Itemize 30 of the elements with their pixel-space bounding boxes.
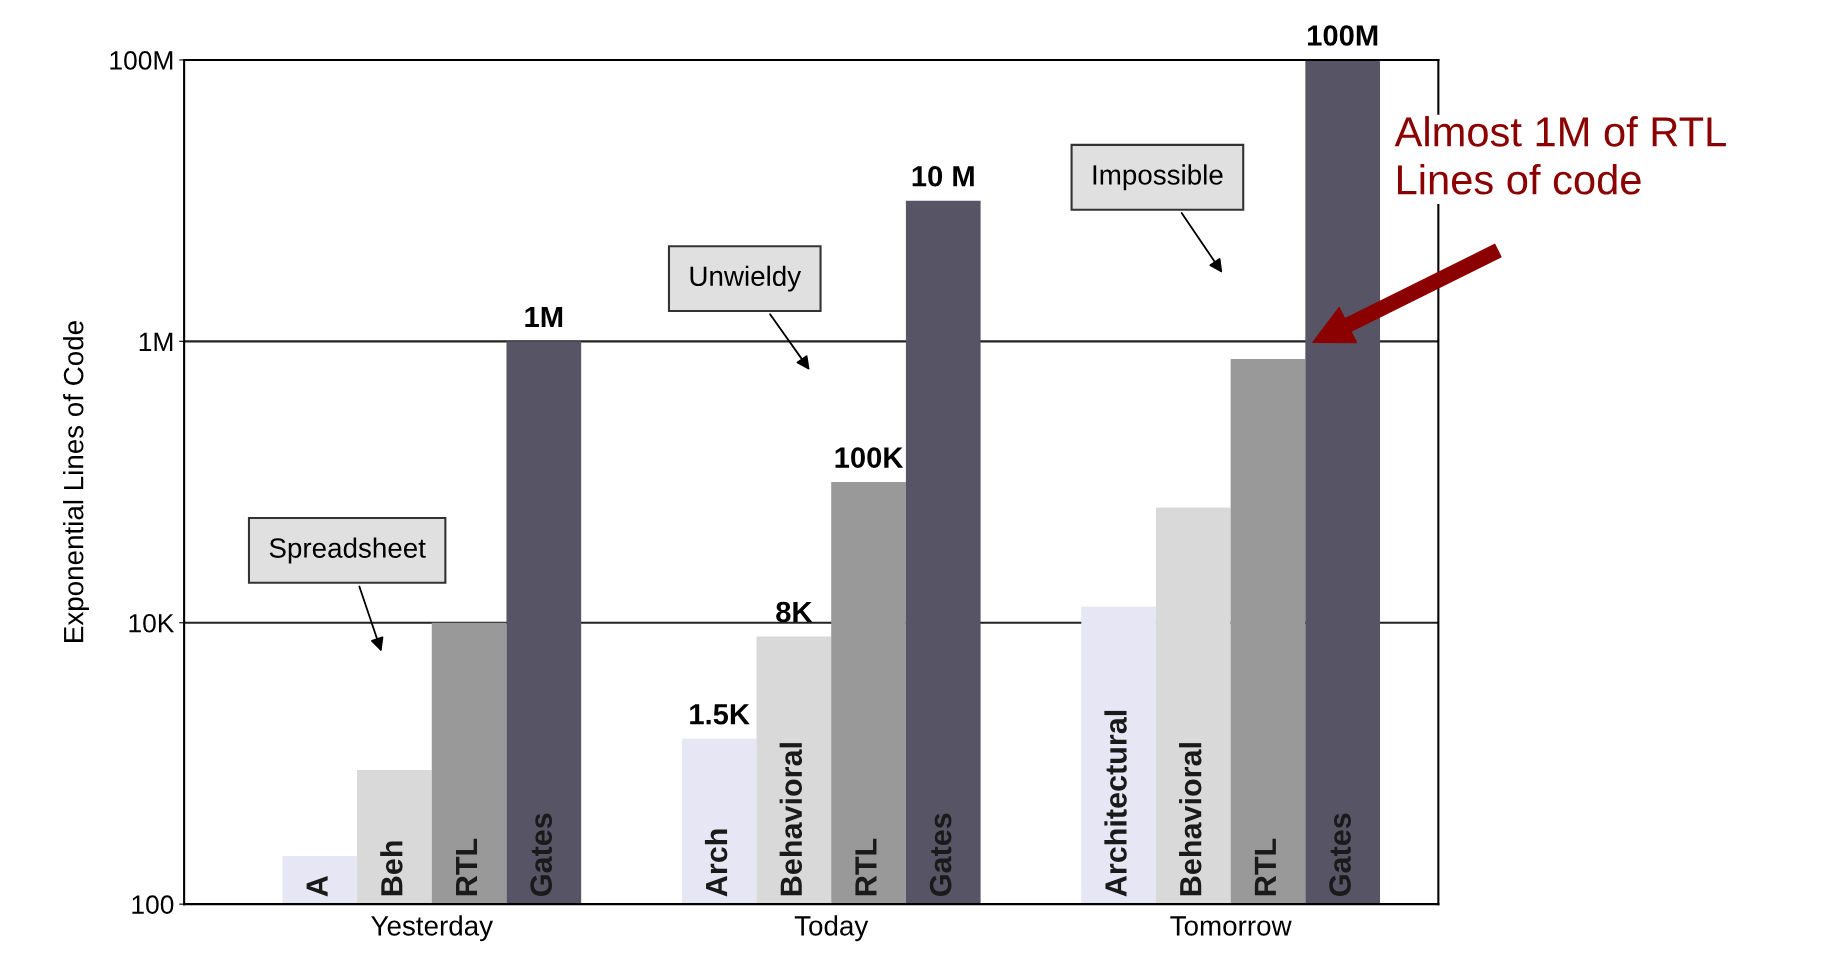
x-tick-label: Tomorrow (1170, 916, 1292, 936)
annotation: RTL (855, 838, 877, 896)
annotation: Almost 1M of RTL Lines of code (1394, 116, 1726, 195)
annotation: A (306, 875, 328, 897)
annotation: Behavioral (779, 743, 803, 896)
annotation: RTL (456, 838, 478, 896)
y-tick-label: 10K (129, 613, 175, 633)
x-tick-label: Yesterday (371, 915, 493, 942)
annotation: Gates (1329, 813, 1351, 896)
annotation: Spreadsheet (269, 537, 426, 564)
annotation: Gates (530, 813, 553, 896)
annotation: Unwieldy (690, 265, 802, 292)
y-axis-title: Exponential Lines of Code (63, 321, 89, 642)
annotation: RTL (1254, 838, 1276, 896)
annotation: Beh (380, 841, 403, 896)
annotation: Impossible (1093, 164, 1223, 191)
x-tick-label: Today (794, 915, 869, 942)
annotation: Arch (704, 829, 728, 897)
annotation: Gates (929, 813, 952, 896)
data-label: 100K (835, 447, 904, 468)
annotation: Architectural (1104, 710, 1127, 897)
y-tick-label: 100M (110, 51, 173, 70)
data-label: 1.5K (690, 704, 750, 725)
annotation: Behavioral (1179, 743, 1202, 896)
data-label: 10 M (912, 165, 974, 187)
y-tick-label: 1M (139, 332, 173, 351)
data-label: 1M (525, 306, 563, 327)
data-label: 8K (776, 601, 813, 623)
data-label: 100M (1308, 25, 1378, 46)
y-tick-label: 100 (132, 895, 174, 914)
